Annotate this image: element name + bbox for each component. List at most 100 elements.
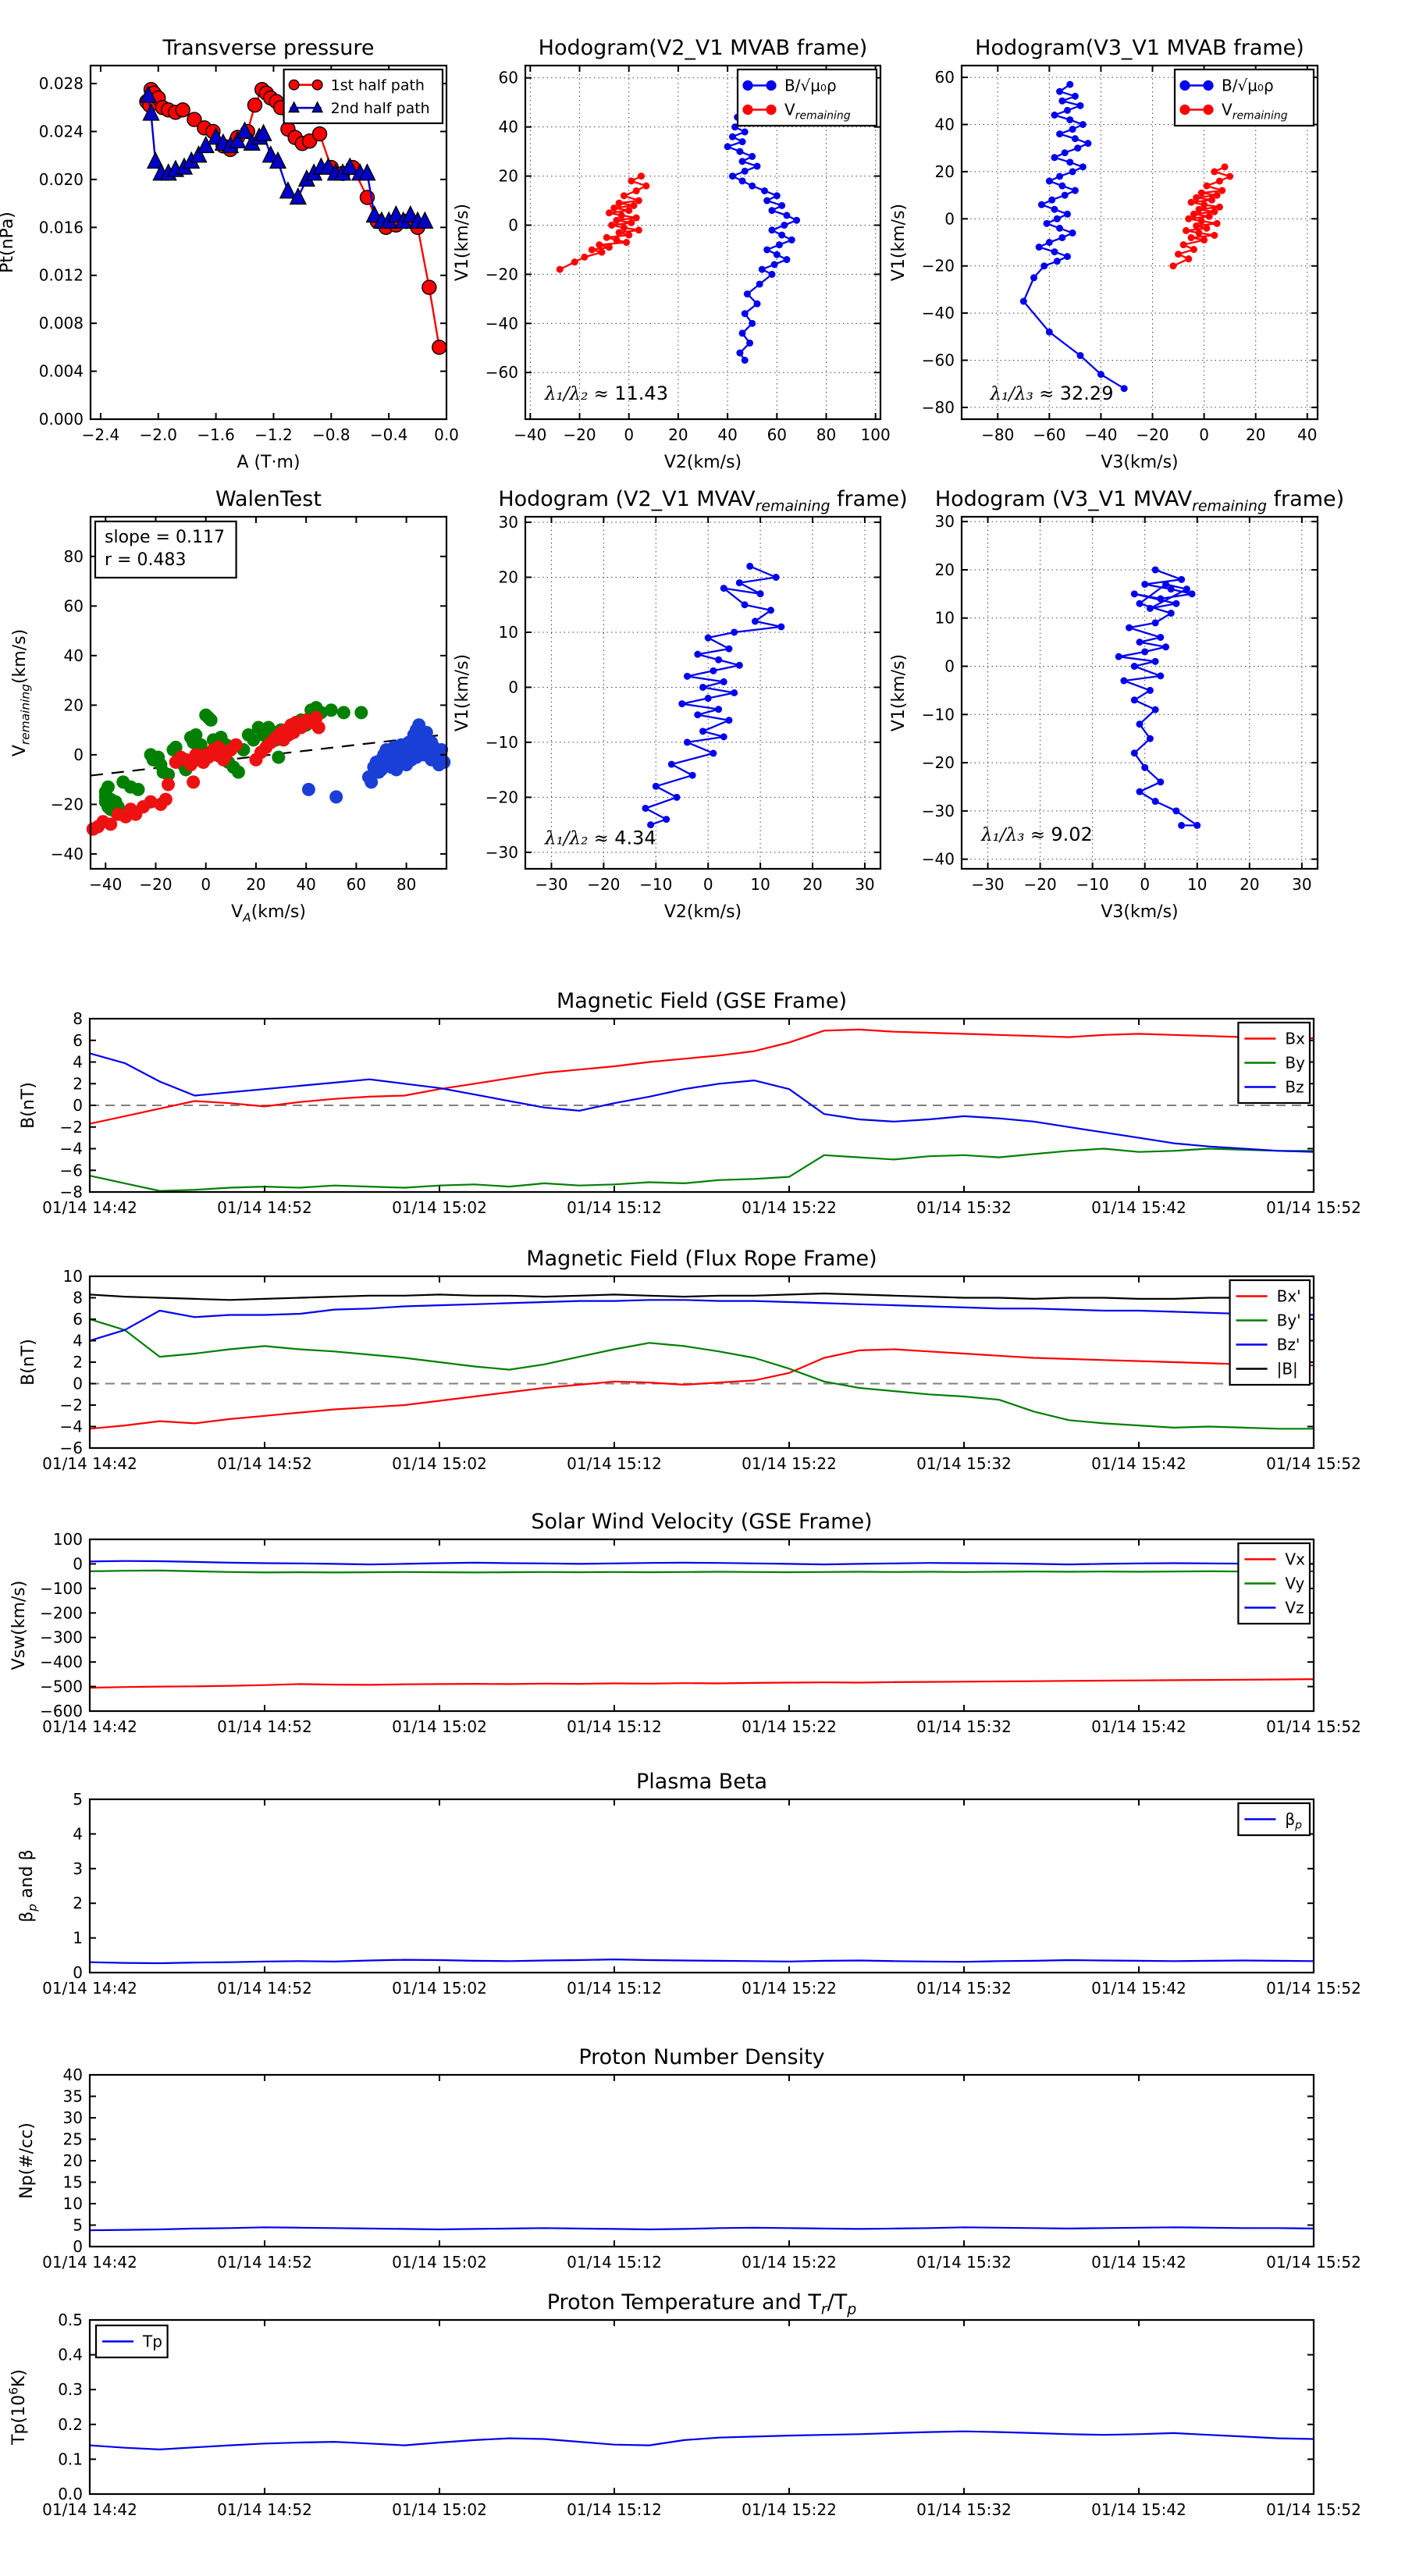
circle-marker — [1211, 208, 1218, 215]
y-tick-label: 0 — [508, 678, 518, 696]
y-tick-label: 0 — [73, 745, 84, 764]
triangle-marker — [341, 157, 359, 175]
chart-hodogram-v2v1-mvav: −30 −20 −10 0 10 20 30−30−20−100102030Hodogram… — [453, 487, 908, 922]
chart-title: Hodogram (V2_V1 MVAVremaining frame) — [498, 487, 907, 515]
axes-frame — [88, 1798, 1315, 1974]
circle-marker — [1136, 639, 1144, 646]
circle-marker — [763, 197, 771, 205]
x-tick-label: 01/14 14:42 — [42, 1454, 137, 1473]
circle-marker — [715, 656, 723, 664]
legend-label: Vy — [1285, 1574, 1304, 1593]
circle-marker — [598, 248, 606, 256]
circle-marker — [738, 158, 746, 165]
y-axis-label: V1(km/s) — [889, 204, 909, 281]
x-tick-label: 01/14 15:22 — [742, 1198, 837, 1217]
legend-label: Bx' — [1277, 1287, 1301, 1306]
y-tick-label: 0.028 — [39, 74, 84, 93]
circle-marker — [1120, 677, 1128, 685]
circle-marker — [1053, 258, 1061, 265]
circle-marker — [1136, 720, 1144, 728]
x-tick-label: 01/14 15:12 — [567, 2500, 662, 2519]
circle-marker — [725, 645, 733, 653]
triangle-marker — [139, 85, 157, 103]
chart-walen-test: −40 −20 0 20 40 60 80 −40 −20 0 20 40 60 80 WalenTest V… — [10, 487, 451, 924]
y-tick-label: −6 — [60, 1161, 83, 1179]
circle-marker — [354, 706, 368, 720]
circle-marker — [1069, 168, 1076, 176]
x-tick-label: 80 — [816, 425, 836, 444]
circle-marker — [741, 357, 749, 364]
x-axis-label: A (T·m) — [237, 453, 300, 472]
series-By-prime — [89, 1318, 1314, 1430]
circle-marker — [1056, 224, 1064, 232]
y-tick-label: 0.1 — [58, 2450, 83, 2468]
circle-marker — [1063, 106, 1071, 114]
series-Bx-prime — [89, 1348, 1314, 1430]
x-tick-label: 01/14 15:42 — [1091, 2500, 1186, 2519]
chart-magnetic-field-flux-rope: 01/14 14:42 01/14 14:52 01/14 15:02 01/14 1… — [19, 1247, 1361, 1473]
circle-marker — [365, 775, 379, 789]
x-tick-label: −0.8 — [312, 425, 350, 444]
y-tick-label: 0.012 — [39, 266, 84, 285]
circle-marker — [699, 683, 706, 691]
y-tick-label: 100 — [53, 1530, 83, 1549]
fit-dashed-line — [90, 733, 447, 777]
y-axis-label: Tp(106K) — [7, 2369, 29, 2446]
circle-marker — [753, 162, 761, 170]
x-tick-label: 0 — [1199, 425, 1209, 444]
circle-marker — [1151, 566, 1159, 574]
circle-marker — [620, 224, 628, 232]
circle-marker — [638, 173, 646, 180]
stats-textbox-line: slope = 0.117 — [105, 528, 225, 547]
x-tick-label: 01/14 14:42 — [42, 2500, 137, 2519]
x-tick-label: 20 — [246, 875, 265, 894]
x-tick-label: 0 — [1140, 875, 1150, 894]
circle-marker — [1169, 262, 1177, 270]
triangle-marker — [197, 135, 215, 154]
axes-frame — [960, 64, 1319, 421]
circle-marker — [1146, 604, 1154, 612]
circle-marker — [773, 251, 781, 258]
circle-marker — [1193, 222, 1200, 229]
legend-label: Bz — [1285, 1078, 1304, 1097]
circle-marker — [767, 607, 774, 614]
circle-marker — [1157, 778, 1165, 786]
y-tick-label: 6 — [73, 1310, 83, 1329]
circle-marker — [605, 209, 613, 217]
circle-marker — [652, 782, 660, 790]
y-tick-label: 8 — [73, 1289, 83, 1308]
y-axis-label: Vremaining(km/s) — [10, 629, 32, 756]
circle-marker — [603, 233, 610, 241]
chart-hodogram-v2v1-mvab: −40 −20 0 20 40 60 80 100 −60 −40 −20 0 20 40 60 Hodogr… — [453, 36, 891, 472]
series-markers-hodogram-path — [1115, 566, 1201, 829]
y-tick-label: 60 — [499, 69, 518, 87]
circle-marker — [311, 79, 323, 91]
circle-marker — [642, 804, 649, 812]
circle-marker — [728, 133, 736, 141]
circle-marker — [663, 816, 670, 824]
y-tick-label: −6 — [60, 1439, 83, 1457]
x-tick-label: 01/14 15:42 — [1091, 2253, 1186, 2272]
circle-marker — [1172, 600, 1180, 607]
circle-marker — [1211, 231, 1218, 239]
circle-marker — [1200, 201, 1208, 208]
legend-label: 1st half path — [331, 77, 425, 94]
y-tick-label: 15 — [63, 2173, 83, 2192]
y-tick-label: 30 — [935, 512, 955, 531]
circle-marker — [731, 689, 738, 696]
y-tick-label: 4 — [73, 1332, 83, 1350]
circle-marker — [1215, 177, 1223, 185]
y-tick-label: 2 — [73, 1894, 83, 1912]
x-tick-label: 40 — [296, 875, 315, 894]
x-tick-label: 01/14 15:02 — [392, 1454, 487, 1473]
y-tick-label: 0 — [73, 1963, 83, 1982]
circle-marker — [673, 793, 681, 801]
y-tick-label: −60 — [922, 351, 955, 370]
y-axis-label: Pt(nPa) — [0, 212, 17, 273]
y-axis-label: B(nT) — [19, 1082, 38, 1129]
y-tick-label: 10 — [63, 1267, 83, 1286]
y-tick-label: 0.024 — [39, 122, 84, 141]
circle-marker — [1120, 385, 1128, 393]
circle-marker — [1213, 219, 1221, 227]
circle-marker — [311, 126, 328, 142]
